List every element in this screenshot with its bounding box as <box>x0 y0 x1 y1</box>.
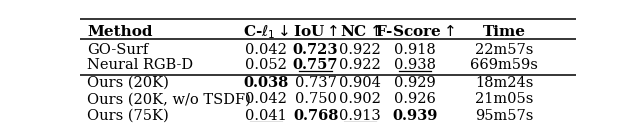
Text: 0.737: 0.737 <box>294 76 337 90</box>
Text: 0.038: 0.038 <box>243 76 289 90</box>
Text: 0.922: 0.922 <box>339 58 381 72</box>
Text: 0.723: 0.723 <box>293 43 339 57</box>
Text: 22m57s: 22m57s <box>475 43 533 57</box>
Text: 0.929: 0.929 <box>394 76 436 90</box>
Text: 0.918: 0.918 <box>394 43 436 57</box>
Text: Method: Method <box>88 25 153 39</box>
Text: Neural RGB-D: Neural RGB-D <box>88 58 193 72</box>
Text: 21m05s: 21m05s <box>475 92 533 106</box>
Text: IoU$\uparrow$: IoU$\uparrow$ <box>293 24 338 39</box>
Text: 0.750: 0.750 <box>294 92 337 106</box>
Text: 0.042: 0.042 <box>245 43 287 57</box>
Text: C-$\ell_1$$\downarrow$: C-$\ell_1$$\downarrow$ <box>243 23 289 41</box>
Text: 669m59s: 669m59s <box>470 58 538 72</box>
Text: 0.913: 0.913 <box>339 109 381 123</box>
Text: 0.926: 0.926 <box>394 92 436 106</box>
Text: 18m24s: 18m24s <box>475 76 533 90</box>
Text: Ours (75K): Ours (75K) <box>88 109 169 123</box>
Text: 0.938: 0.938 <box>394 58 436 72</box>
Text: 0.939: 0.939 <box>392 109 438 123</box>
Text: NC$\uparrow$: NC$\uparrow$ <box>340 24 381 39</box>
Text: GO-Surf: GO-Surf <box>88 43 148 57</box>
Text: 0.052: 0.052 <box>245 58 287 72</box>
Text: 0.922: 0.922 <box>339 43 381 57</box>
Text: Ours (20K): Ours (20K) <box>88 76 170 90</box>
Text: F-Score$\uparrow$: F-Score$\uparrow$ <box>375 24 455 39</box>
Text: 0.902: 0.902 <box>339 92 381 106</box>
Text: 95m57s: 95m57s <box>475 109 533 123</box>
Text: 0.904: 0.904 <box>339 76 381 90</box>
Text: Ours (20K, w/o TSDF): Ours (20K, w/o TSDF) <box>88 92 252 106</box>
Text: 0.768: 0.768 <box>293 109 339 123</box>
Text: 0.042: 0.042 <box>245 92 287 106</box>
Text: 0.757: 0.757 <box>293 58 339 72</box>
Text: 0.041: 0.041 <box>245 109 287 123</box>
Text: Time: Time <box>483 25 525 39</box>
